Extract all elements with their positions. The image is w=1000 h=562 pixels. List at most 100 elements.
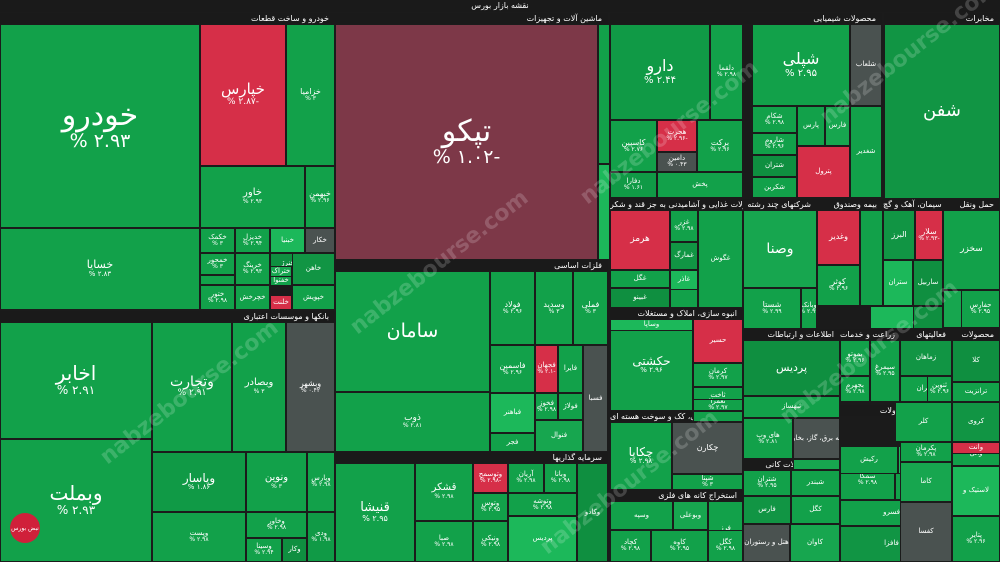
treemap-tile[interactable]: وانت <box>952 442 1000 454</box>
treemap-tile[interactable]: کفسا <box>900 502 952 562</box>
treemap-tile[interactable]: خدیزل ۲.۹۴ % <box>235 228 270 253</box>
treemap-tile[interactable]: غمارگ <box>670 242 698 270</box>
treemap-tile[interactable]: سخزر <box>943 210 1000 290</box>
treemap-tile[interactable]: پکرمان ۲.۹۸ % <box>900 442 952 462</box>
treemap-tile[interactable]: زماهان <box>900 340 952 376</box>
treemap-tile[interactable]: ثبهساز <box>743 396 840 418</box>
treemap-tile[interactable]: وبصادر ۳ % <box>232 322 286 452</box>
treemap-tile[interactable]: وتوس ۲.۹۵ % <box>473 493 508 521</box>
treemap-tile[interactable]: حفارس ۲.۹۵ % <box>961 290 1000 328</box>
treemap-tile[interactable]: دامین ۰.۴۳ % <box>657 152 697 172</box>
treemap-tile[interactable]: ختراک <box>270 266 292 277</box>
treemap-tile[interactable]: وپاسار ۱.۸۶ % <box>152 452 246 512</box>
treemap-tile[interactable]: وسدید ۳ % <box>535 271 573 345</box>
treemap-tile[interactable]: آریان ۲.۹۸ % <box>508 463 544 493</box>
treemap-tile[interactable]: لاستیک و <box>952 466 1000 516</box>
treemap-tile[interactable]: ونوین ۳ % <box>246 452 307 512</box>
treemap-tile[interactable]: فباهنر <box>490 393 535 433</box>
treemap-tile[interactable]: قنیشا ۲.۹۵ % <box>335 463 415 562</box>
treemap-tile[interactable]: شاروم ۲.۹۶ % <box>752 133 797 155</box>
treemap-tile[interactable]: پترول <box>797 146 850 198</box>
treemap-tile[interactable]: خمحور ۳ % <box>200 253 235 275</box>
treemap-tile[interactable]: ستران <box>883 260 913 306</box>
treemap-tile[interactable]: ودی ۱.۹۸ % <box>307 512 335 562</box>
treemap-tile[interactable]: پتایر ۲.۹۶ % <box>952 516 1000 562</box>
treemap-tile[interactable]: شکربن <box>752 177 797 198</box>
treemap-tile[interactable]: شغدیر <box>850 106 882 198</box>
treemap-tile[interactable]: پخش <box>657 172 743 198</box>
treemap-tile[interactable]: شفن <box>884 24 1000 199</box>
treemap-tile[interactable]: فارس <box>825 106 850 146</box>
treemap-tile[interactable]: وپارس ۲.۹۸ % <box>307 452 335 512</box>
treemap-tile[interactable]: ونیکی ۲.۹۸ % <box>473 521 508 562</box>
treemap-tile[interactable]: تپکو -۱.۰۲ % <box>335 24 598 260</box>
treemap-tile[interactable]: وکار <box>282 538 307 562</box>
treemap-tile[interactable]: ختور ۲.۹۸ % <box>200 285 235 310</box>
treemap-tile[interactable]: فسبا <box>583 345 608 452</box>
treemap-tile[interactable]: البرز <box>883 210 915 260</box>
treemap-tile[interactable]: حسیر <box>693 319 743 363</box>
treemap-tile[interactable]: عرضه برق، گاز، بخاروآب <box>793 418 840 459</box>
treemap-tile[interactable]: وغدیر <box>817 210 860 265</box>
treemap-tile[interactable]: کاوه ۲.۹۵ % <box>651 530 708 562</box>
treemap-tile[interactable]: سیمرغ ۲.۹۵ % <box>870 340 900 402</box>
treemap-tile[interactable]: وبانا ۲.۹۸ % <box>544 463 577 493</box>
treemap-tile[interactable]: وبوعلی <box>673 501 708 530</box>
treemap-tile[interactable]: فایرا <box>558 345 583 393</box>
treemap-tile[interactable]: وسینا ۲.۹۴ % <box>246 538 282 562</box>
treemap-tile[interactable]: پردیس <box>743 340 840 396</box>
treemap-tile[interactable]: کاوان <box>790 524 840 562</box>
treemap-tile[interactable]: ساربیل <box>913 260 943 306</box>
treemap-tile[interactable]: کرمان ۲.۹۷ % <box>693 363 743 387</box>
treemap-tile[interactable]: پردیس <box>508 516 577 562</box>
treemap-tile[interactable]: وکادو <box>577 463 608 562</box>
treemap-tile[interactable]: دلقما ۲.۹۸ % <box>710 24 743 120</box>
treemap-tile[interactable]: هتل و رستوران <box>743 524 790 562</box>
treemap-tile[interactable]: کگل <box>791 496 840 524</box>
treemap-tile[interactable]: هرمز <box>610 210 670 270</box>
treemap-tile[interactable]: هجرت -۲.۹۶ % <box>657 120 697 152</box>
treemap-tile[interactable]: ثنوین ۲.۹۶ % <box>927 376 952 402</box>
treemap-tile[interactable]: وساپا <box>610 319 693 331</box>
treemap-tile[interactable]: خکار <box>305 228 335 253</box>
treemap-tile[interactable]: سلار -۲.۹۳ % <box>915 210 943 260</box>
treemap-tile[interactable]: کاسپین ۲.۷۶ % <box>610 120 657 172</box>
treemap-tile[interactable]: کلا <box>952 340 1000 382</box>
treemap-tile[interactable]: فارس <box>743 496 791 524</box>
treemap-tile[interactable]: فولاژ <box>558 393 583 420</box>
treemap-tile[interactable]: کاما <box>900 462 952 502</box>
treemap-tile[interactable]: حکشتی ۲.۹۶ % <box>610 319 693 411</box>
treemap-tile[interactable]: ثعمرا ۲.۹۷ % <box>693 399 743 411</box>
treemap-tile[interactable]: چکارن <box>672 422 743 474</box>
treemap-tile[interactable]: خرینگ ۲.۹۳ % <box>235 253 270 285</box>
treemap-tile[interactable]: شستا ۲.۹۹ % <box>743 288 801 329</box>
treemap-tile[interactable]: خاهن <box>292 253 335 285</box>
treemap-tile[interactable]: خزامیا ۳ % <box>286 24 335 166</box>
treemap-tile[interactable]: فجر <box>490 433 535 452</box>
treemap-tile[interactable]: ترانزیت <box>952 382 1000 402</box>
treemap-tile[interactable]: پارس <box>797 106 825 146</box>
treemap-tile[interactable]: خبهمن ۲.۹۶ % <box>305 166 335 228</box>
treemap-tile[interactable]: وپست ۲.۹۸ % <box>152 512 246 562</box>
treemap-tile[interactable]: وتجارت ۲.۹۱ % <box>152 322 232 452</box>
treemap-tile[interactable]: غگوش <box>698 210 743 308</box>
treemap-tile[interactable]: خسایا ۲.۸۳ % <box>0 228 200 310</box>
treemap-tile[interactable]: سامان <box>335 271 490 392</box>
treemap-tile[interactable]: برکت ۲.۹۶ % <box>697 120 743 172</box>
treemap-tile[interactable]: فاسمین ۲.۹۶ % <box>490 345 535 393</box>
treemap-tile[interactable]: کگل ۲.۹۸ % <box>708 530 743 562</box>
treemap-tile[interactable]: رکیش <box>840 446 898 474</box>
treemap-tile[interactable]: وبشهر ۰.۴۲ % <box>286 322 335 452</box>
treemap-tile[interactable]: فملی ۳ % <box>573 271 608 345</box>
treemap-tile[interactable]: وسپه <box>610 501 673 530</box>
treemap-tile[interactable]: های وب ۲.۸۱ % <box>743 418 793 459</box>
treemap-tile[interactable]: قشکر ۲.۹۸ % <box>415 463 473 521</box>
treemap-tile[interactable]: خاور ۲.۹۳ % <box>200 166 305 228</box>
treemap-tile[interactable]: غگل <box>610 270 670 288</box>
treemap-tile[interactable]: بجهرم ۲.۹۸ % <box>840 376 870 402</box>
treemap-tile[interactable]: غبینو <box>610 288 670 308</box>
treemap-tile[interactable]: خکمک ۳ % <box>200 228 235 253</box>
treemap-tile[interactable]: وبملت ۲.۹۳ % <box>0 439 152 562</box>
treemap-tile[interactable]: شپلی ۲.۹۵ % <box>752 24 850 106</box>
